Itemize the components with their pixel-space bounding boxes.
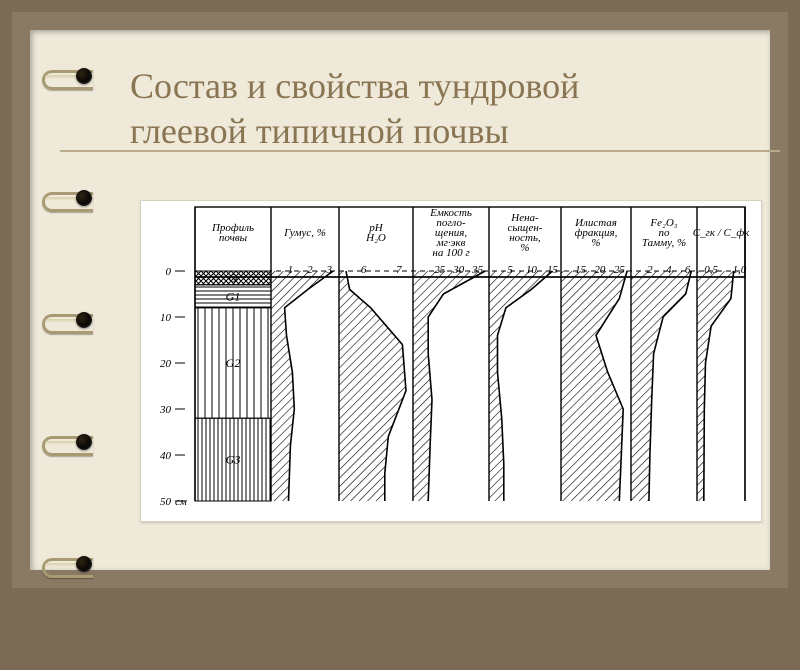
- svg-text:O: O: [229, 271, 238, 285]
- binding-ring: [68, 60, 96, 88]
- binding-ring: [68, 548, 96, 576]
- slide-title: Состав и свойства тундровой глеевой типи…: [130, 64, 750, 154]
- svg-text:почвы: почвы: [219, 232, 248, 244]
- svg-text:40: 40: [160, 450, 172, 462]
- svg-text:6: 6: [361, 264, 367, 276]
- title-rule: [60, 150, 780, 152]
- svg-text:C_гк / C_фк: C_гк / C_фк: [693, 227, 750, 239]
- binding-ring: [68, 426, 96, 454]
- svg-text:G3: G3: [226, 453, 241, 467]
- svg-text:20: 20: [160, 358, 172, 370]
- soil-profile-figure: ПрофильпочвыГумус, %pHH₂OЕмкостьпогло-ще…: [140, 200, 762, 522]
- svg-text:10: 10: [160, 312, 172, 324]
- svg-text:см: см: [175, 496, 187, 508]
- title-line-2: глеевой типичной почвы: [130, 111, 509, 151]
- binding-ring: [68, 304, 96, 332]
- svg-text:H₂O: H₂O: [365, 232, 386, 244]
- svg-text:1,0: 1,0: [732, 264, 746, 276]
- svg-text:50: 50: [160, 496, 172, 508]
- slide-outer-frame: Состав и свойства тундровой глеевой типи…: [12, 12, 788, 588]
- svg-text:G2: G2: [226, 356, 241, 370]
- svg-text:Тамму, %: Тамму, %: [642, 237, 686, 249]
- binding-ring: [68, 182, 96, 210]
- svg-text:G1: G1: [226, 289, 241, 303]
- svg-text:%: %: [520, 242, 529, 254]
- svg-text:%: %: [591, 237, 600, 249]
- svg-text:30: 30: [159, 404, 172, 416]
- svg-text:на 100 г: на 100 г: [432, 247, 470, 259]
- slide-page: Состав и свойства тундровой глеевой типи…: [30, 30, 770, 570]
- title-line-1: Состав и свойства тундровой: [130, 66, 579, 106]
- svg-text:Гумус, %: Гумус, %: [283, 227, 326, 239]
- svg-text:0: 0: [166, 266, 172, 278]
- svg-text:7: 7: [396, 264, 402, 276]
